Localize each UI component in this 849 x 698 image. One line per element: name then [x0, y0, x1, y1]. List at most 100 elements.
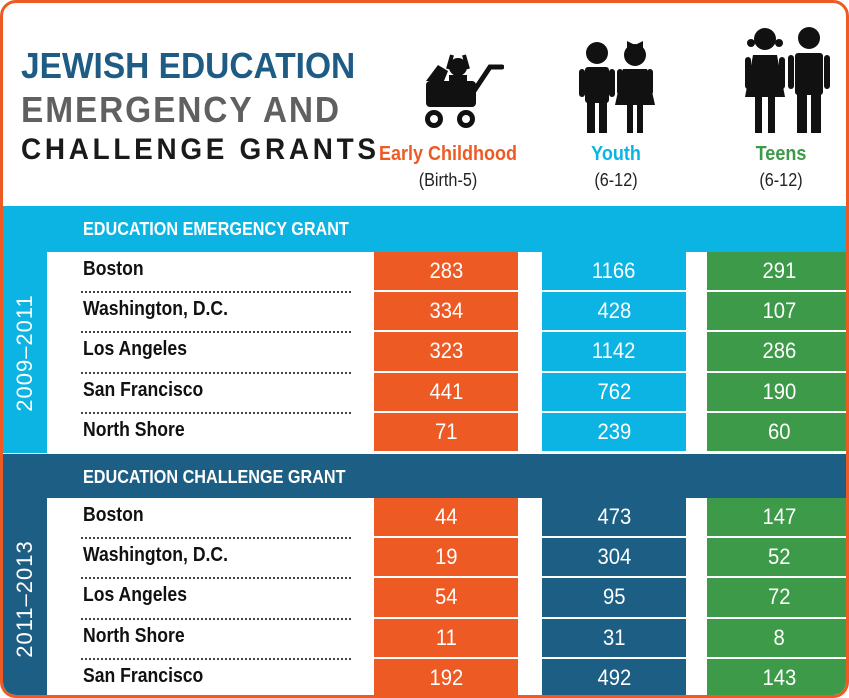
city-label: Los Angeles	[83, 584, 188, 607]
row-divider	[81, 291, 351, 294]
value-text: 239	[597, 418, 631, 444]
city-label: Washington, D.C.	[83, 544, 229, 567]
value-text: 286	[762, 338, 796, 364]
value-text: 147	[762, 504, 796, 529]
row-divider	[81, 617, 351, 620]
column-header-age-range: (6-12)	[594, 170, 638, 190]
period-sidebar	[3, 454, 47, 695]
value-cell: 54	[374, 578, 518, 617]
value-text: 54	[434, 584, 458, 610]
value-cell: 428	[542, 292, 686, 331]
value-text: 428	[597, 298, 631, 324]
value-cell: 60	[707, 412, 846, 451]
value-text: 190	[762, 378, 796, 404]
value-cell: 304	[542, 538, 686, 577]
city-label: San Francisco	[83, 378, 204, 401]
value-text: 323	[429, 338, 463, 364]
city-label: North Shore	[83, 624, 185, 647]
value-cell: 52	[707, 538, 846, 577]
value-cell: 283	[374, 252, 518, 291]
value-text: 8	[773, 624, 785, 650]
column-header-name: Early Childhood	[378, 143, 518, 165]
value-cell: 107	[707, 292, 846, 331]
value-cell: 1166	[542, 252, 686, 291]
city-label: Boston	[83, 504, 144, 526]
value-cell: 239	[542, 412, 686, 451]
city-label: San Francisco	[83, 664, 204, 687]
value-cell: 762	[542, 372, 686, 411]
value-text: 334	[429, 298, 463, 324]
row-divider	[81, 537, 351, 540]
value-cell: 334	[374, 292, 518, 331]
value-text: 283	[429, 258, 463, 283]
city-label: Los Angeles	[83, 338, 188, 361]
value-cell: 190	[707, 372, 846, 411]
value-cell: 147	[707, 498, 846, 537]
value-text: 60	[767, 418, 791, 444]
value-cell: 286	[707, 332, 846, 371]
value-cell: 492	[542, 658, 686, 695]
row-divider	[81, 371, 351, 374]
column-header-name: Youth	[591, 143, 641, 165]
value-cell: 19	[374, 538, 518, 577]
value-text: 71	[434, 418, 458, 444]
value-text: 192	[429, 664, 463, 690]
value-text: 304	[597, 544, 631, 570]
value-cell: 291	[707, 252, 846, 291]
value-text: 11	[435, 624, 457, 650]
section-title: EDUCATION EMERGENCY GRANT	[83, 219, 349, 239]
row-divider	[81, 411, 351, 414]
section-band	[3, 206, 846, 252]
value-text: 473	[597, 504, 631, 529]
column-header-1: Early Childhood (Birth-5)	[368, 143, 528, 191]
column-header-age-range: (Birth-5)	[418, 170, 478, 190]
city-label: North Shore	[83, 418, 185, 441]
value-cell: 95	[542, 578, 686, 617]
title-line-1: JEWISH EDUCATION	[21, 45, 356, 86]
value-cell: 143	[707, 658, 846, 695]
value-text: 19	[434, 544, 458, 570]
row-divider	[81, 657, 351, 660]
section-band	[3, 454, 846, 498]
value-text: 95	[602, 584, 626, 610]
value-text: 762	[597, 378, 631, 404]
value-text: 1166	[592, 258, 636, 283]
title-line-3: CHALLENGE GRANTS	[21, 133, 380, 166]
period-label: 2009–2011	[12, 293, 37, 412]
column-header-2: Youth (6-12)	[536, 143, 696, 191]
value-text: 107	[762, 298, 796, 324]
value-text: 492	[597, 664, 631, 690]
period-label: 2011–2013	[12, 539, 37, 658]
city-label: Boston	[83, 258, 144, 280]
value-cell: 72	[707, 578, 846, 617]
title-line-2: EMERGENCY AND	[21, 89, 341, 130]
value-cell: 323	[374, 332, 518, 371]
value-cell: 71	[374, 412, 518, 451]
children-icon	[579, 41, 655, 133]
value-cell: 31	[542, 618, 686, 657]
section-title: EDUCATION CHALLENGE GRANT	[83, 467, 346, 487]
stroller-icon	[425, 54, 504, 128]
value-cell: 192	[374, 658, 518, 695]
value-text: 1142	[592, 338, 636, 364]
value-cell: 44	[374, 498, 518, 537]
column-header-age-range: (6-12)	[759, 170, 803, 190]
row-divider	[81, 331, 351, 334]
value-text: 72	[767, 584, 791, 610]
value-text: 52	[767, 544, 791, 570]
value-cell: 441	[374, 372, 518, 411]
column-header-3: Teens (6-12)	[701, 143, 846, 191]
column-header-name: Teens	[755, 143, 807, 165]
value-cell: 8	[707, 618, 846, 657]
value-cell: 1142	[542, 332, 686, 371]
value-cell: 11	[374, 618, 518, 657]
value-text: 441	[429, 378, 463, 404]
teens-icon	[745, 27, 830, 133]
city-label: Washington, D.C.	[83, 298, 229, 321]
value-cell: 473	[542, 498, 686, 537]
row-divider	[81, 577, 351, 580]
value-text: 143	[762, 664, 796, 690]
value-text: 291	[762, 258, 796, 283]
value-text: 44	[434, 504, 458, 529]
